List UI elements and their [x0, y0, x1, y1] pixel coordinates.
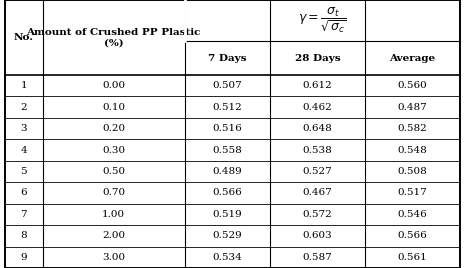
Text: 0.50: 0.50: [102, 167, 125, 176]
Text: 0.534: 0.534: [213, 253, 242, 262]
Text: 3.00: 3.00: [102, 253, 125, 262]
Text: 3: 3: [20, 124, 27, 133]
Text: 2: 2: [20, 103, 27, 112]
Text: 0.561: 0.561: [398, 253, 427, 262]
Text: 1.00: 1.00: [102, 210, 125, 219]
Text: $\gamma = \dfrac{\sigma_t}{\sqrt{\sigma_c}}$: $\gamma = \dfrac{\sigma_t}{\sqrt{\sigma_…: [298, 6, 347, 36]
Text: 7 Days: 7 Days: [208, 54, 247, 63]
Text: 0.603: 0.603: [303, 231, 332, 240]
Text: 0.507: 0.507: [213, 81, 242, 90]
Text: 0.508: 0.508: [398, 167, 427, 176]
Text: 0.489: 0.489: [213, 167, 242, 176]
Text: 4: 4: [20, 146, 27, 155]
Text: Average: Average: [389, 54, 436, 63]
Text: 0.527: 0.527: [303, 167, 332, 176]
Text: 0.517: 0.517: [398, 188, 427, 198]
Text: 0.20: 0.20: [102, 124, 125, 133]
Text: 0.560: 0.560: [398, 81, 427, 90]
Text: 8: 8: [20, 231, 27, 240]
Text: Amount of Crushed PP Plastic
(%): Amount of Crushed PP Plastic (%): [27, 28, 201, 47]
Text: 0.462: 0.462: [303, 103, 332, 112]
Text: 2.00: 2.00: [102, 231, 125, 240]
Text: 0.529: 0.529: [213, 231, 242, 240]
Text: 0.30: 0.30: [102, 146, 125, 155]
Text: 0.587: 0.587: [303, 253, 332, 262]
Text: 0.558: 0.558: [213, 146, 242, 155]
Text: 0.467: 0.467: [303, 188, 332, 198]
Text: No.: No.: [14, 33, 34, 42]
Text: 0.566: 0.566: [213, 188, 242, 198]
Text: 5: 5: [20, 167, 27, 176]
Text: 0.538: 0.538: [303, 146, 332, 155]
Text: 0.572: 0.572: [303, 210, 332, 219]
Text: 0.648: 0.648: [303, 124, 332, 133]
Text: 28 Days: 28 Days: [295, 54, 340, 63]
Text: 0.519: 0.519: [213, 210, 242, 219]
Text: 1: 1: [20, 81, 27, 90]
Text: 0.487: 0.487: [398, 103, 427, 112]
Text: 0.10: 0.10: [102, 103, 125, 112]
Text: 0.548: 0.548: [398, 146, 427, 155]
Text: 0.516: 0.516: [213, 124, 242, 133]
Text: 0.546: 0.546: [398, 210, 427, 219]
Text: 6: 6: [20, 188, 27, 198]
Text: 0.70: 0.70: [102, 188, 125, 198]
Text: 7: 7: [20, 210, 27, 219]
Text: 0.612: 0.612: [303, 81, 332, 90]
Text: 0.00: 0.00: [102, 81, 125, 90]
Text: 0.582: 0.582: [398, 124, 427, 133]
Text: 0.566: 0.566: [398, 231, 427, 240]
Text: 9: 9: [20, 253, 27, 262]
Text: 0.512: 0.512: [213, 103, 242, 112]
